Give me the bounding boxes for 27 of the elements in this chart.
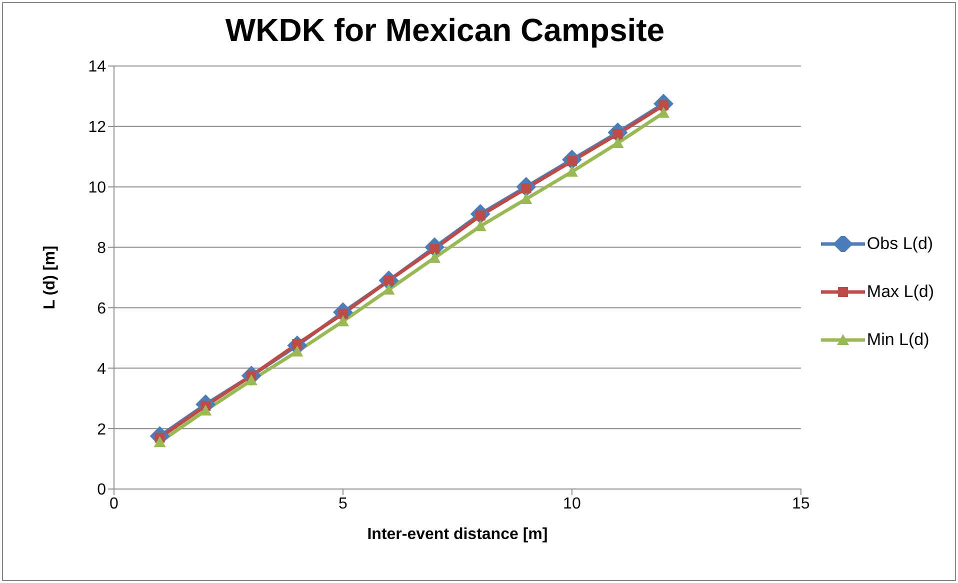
point: [291, 346, 304, 357]
y-tick-label: 6: [97, 300, 106, 318]
point: [520, 192, 532, 204]
point: [566, 166, 578, 177]
point: [382, 284, 395, 295]
y-tick-label: 0: [97, 482, 106, 499]
y-tick-label: 4: [97, 360, 106, 378]
x-tick-label: 5: [338, 495, 348, 512]
legend-label: Obs L(d): [866, 234, 934, 254]
point: [154, 436, 166, 448]
y-tick-label: 14: [88, 58, 106, 76]
y-tick-label: 2: [97, 421, 106, 438]
x-tick-label: 15: [792, 495, 810, 512]
point: [336, 315, 349, 326]
point: [428, 252, 441, 263]
x-tick-label: 0: [110, 495, 119, 512]
x-axis-title: Inter-event distance [m]: [367, 526, 548, 543]
chart-title: WKDK for Mexican Campsite: [224, 12, 666, 49]
legend-label: Min L(d): [866, 330, 930, 350]
x-tick-label: 10: [563, 495, 581, 512]
legend-label: Max L(d): [866, 282, 934, 302]
y-axis-title: L (d) [m]: [42, 246, 59, 310]
y-tick-label: 10: [88, 180, 106, 197]
point: [658, 106, 670, 118]
y-tick-label: 12: [88, 119, 106, 136]
y-tick-label: 8: [97, 240, 106, 257]
point: [612, 137, 624, 148]
